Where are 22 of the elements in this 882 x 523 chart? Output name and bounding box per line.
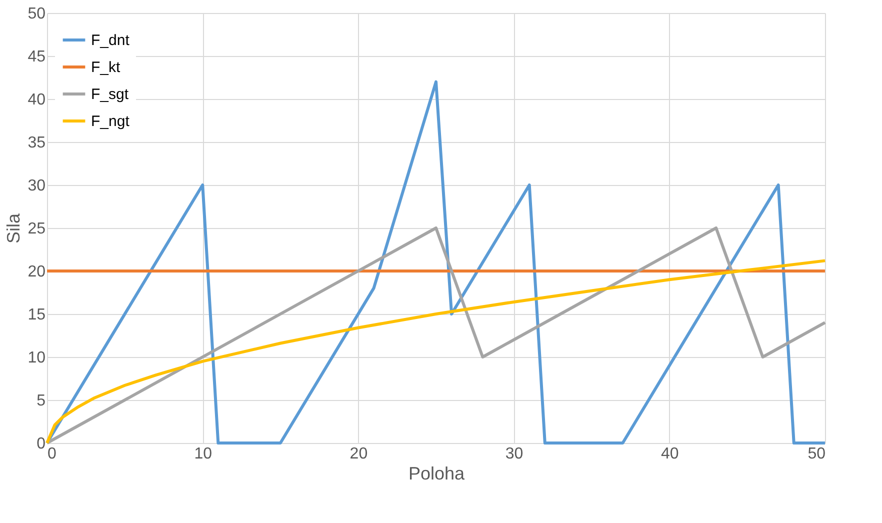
y-tick-label: 15	[28, 306, 46, 324]
y-axis-title: Sila	[4, 212, 24, 244]
x-tick-label: 50	[808, 446, 826, 462]
y-tick-label: 25	[28, 220, 46, 238]
x-tick-label: 30	[505, 446, 524, 462]
y-tick-label: 35	[28, 134, 46, 152]
y-tick-label: 10	[28, 350, 46, 366]
legend-label: F_kt	[91, 59, 122, 76]
y-tick-label: 40	[28, 92, 46, 108]
x-axis-title: Poloha	[408, 464, 466, 484]
legend-label: F_dnt	[91, 32, 130, 49]
y-tick-label: 5	[36, 392, 46, 410]
y-tick-label: 30	[28, 178, 46, 194]
y-tick-label: 50	[28, 6, 46, 22]
x-tick-label: 10	[194, 446, 212, 462]
x-tick-label: 20	[350, 446, 368, 462]
legend-label: F_ngt	[91, 113, 130, 130]
x-tick-label: 40	[661, 446, 679, 462]
x-tick-label: 0	[48, 446, 56, 462]
y-tick-label: 45	[28, 48, 46, 66]
y-tick-label: 20	[28, 264, 46, 280]
legend-label: F_sgt	[91, 86, 130, 103]
